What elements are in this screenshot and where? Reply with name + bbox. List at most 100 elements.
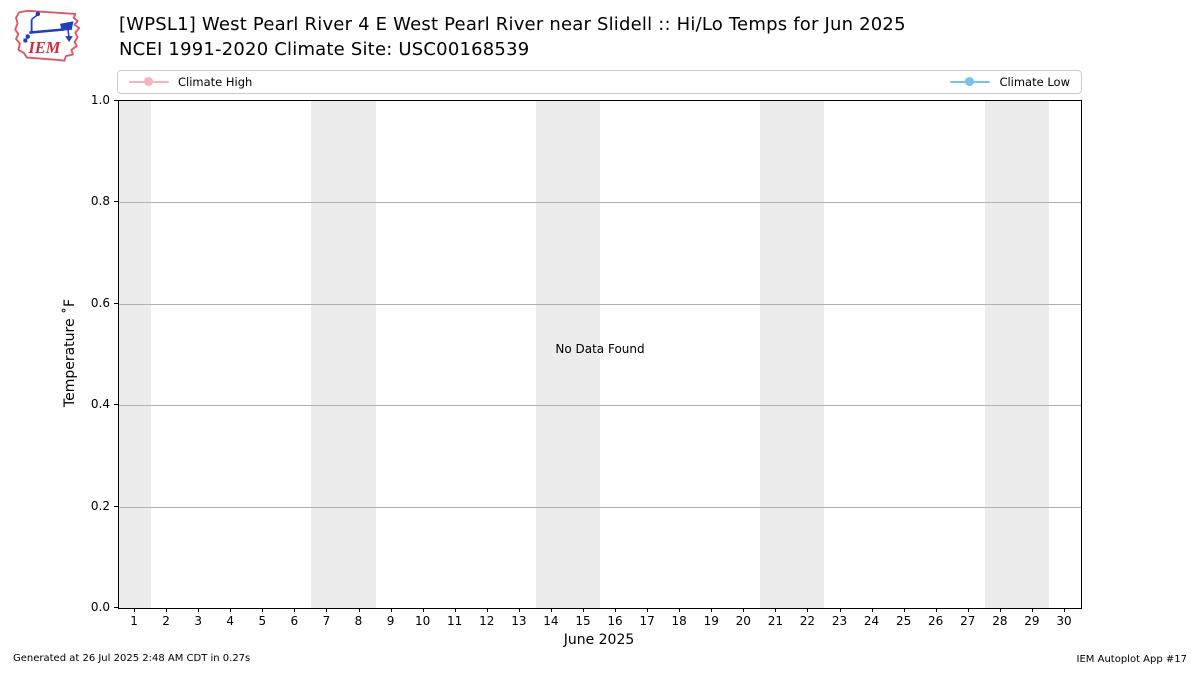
x-tick-label: 28 [992,614,1008,628]
x-tick-label: 24 [863,614,880,628]
x-tickmark [1031,608,1033,612]
x-tickmark [390,608,392,612]
weather-vane-icon [23,11,74,43]
y-tickmark [114,302,118,304]
x-tickmark [134,608,136,612]
footer-app-id: IEM Autoplot App #17 [1076,654,1187,665]
x-tick-label: 25 [895,614,912,628]
y-gridline [119,202,1081,204]
weekend-shading-band [760,101,825,608]
x-tickmark [230,608,232,612]
footer-generated-at: Generated at 26 Jul 2025 2:48 AM CDT in … [13,653,251,664]
x-tickmark [326,608,328,612]
y-gridline [119,303,1081,305]
y-tick-label: 0.4 [90,397,110,412]
x-tick-label: 21 [767,614,783,628]
x-tickmark [999,608,1001,612]
climate-low-line-marker-icon [950,77,991,87]
x-tick-label: 3 [194,614,202,628]
x-tick-label: 19 [703,614,719,628]
y-tickmark [114,505,118,507]
x-tick-label: 16 [607,614,623,628]
x-tickmark [518,608,520,612]
x-tickmark [679,608,681,612]
x-tickmark [839,608,841,612]
x-tick-label: 27 [960,614,976,628]
x-tick-label: 1 [130,614,138,628]
y-tick-label: 0.8 [90,194,110,209]
x-tick-label: 11 [447,614,463,628]
plot-area: No Data Found [118,100,1082,609]
x-tick-label: 23 [831,614,848,628]
legend-item-climate-low: Climate Low [950,75,1070,89]
x-axis-label: June 2025 [563,632,635,648]
no-data-message: No Data Found [555,342,645,356]
iem-logo-text: IEM [28,38,61,57]
x-tickmark [198,608,200,612]
x-tick-label: 6 [290,614,299,628]
x-tickmark [935,608,937,612]
weekend-shading-band [535,101,600,608]
x-tickmark [422,608,424,612]
y-gridline [119,405,1081,407]
x-tickmark [743,608,745,612]
weekend-shading-band [311,101,376,608]
x-tickmark [1063,608,1065,612]
chart-subtitle: NCEI 1991-2020 Climate Site: USC00168539 [119,39,530,60]
y-gridline [119,506,1081,508]
x-tickmark [615,608,617,612]
y-tickmark [114,607,118,608]
x-tickmark [711,608,713,612]
x-tick-label: 4 [226,614,235,628]
x-tickmark [775,608,777,612]
x-tickmark [294,608,296,612]
x-tick-label: 17 [639,614,655,628]
y-tick-label: 0.0 [90,600,110,614]
legend-item-climate-high: Climate High [129,75,252,89]
y-tickmark [114,404,118,406]
y-tick-label: 0.2 [90,498,110,513]
x-tickmark [807,608,809,612]
y-tick-label: 0.6 [90,295,110,310]
x-tick-label: 15 [575,614,591,628]
legend-label-climate-high: Climate High [178,75,253,89]
x-tick-label: 20 [735,614,751,628]
x-tick-label: 14 [543,614,559,628]
x-tickmark [582,608,584,612]
y-axis-label: Temperature ˚F [62,298,78,408]
weekend-shading-band [984,101,1049,608]
iem-logo: IEM [14,9,81,62]
x-tickmark [262,608,264,612]
x-tickmark [358,608,360,612]
x-tick-label: 9 [386,614,395,628]
x-tick-label: 13 [511,614,527,628]
x-tick-label: 26 [928,614,944,628]
x-tickmark [486,608,488,612]
x-tick-label: 5 [258,614,267,628]
y-tickmark [114,100,118,101]
x-tick-label: 8 [354,614,363,628]
weekend-shading-band [119,101,152,608]
x-tickmark [967,608,969,612]
legend: Climate High Climate Low [117,70,1082,94]
x-tick-label: 10 [414,614,431,628]
x-tickmark [550,608,552,612]
legend-label-climate-low: Climate Low [999,75,1070,89]
x-tick-label: 12 [479,614,495,628]
x-tick-label: 30 [1056,614,1072,628]
y-tick-label: 1.0 [90,93,110,107]
x-tick-label: 18 [671,614,687,628]
climate-high-line-marker-icon [129,77,169,87]
x-tick-label: 29 [1024,614,1040,628]
x-tickmark [454,608,456,612]
x-tick-label: 22 [799,614,816,628]
x-tickmark [903,608,905,612]
x-tick-label: 7 [322,614,331,628]
chart-title: [WPSL1] West Pearl River 4 E West Pearl … [119,14,906,35]
y-tickmark [114,201,118,203]
x-tickmark [871,608,873,612]
x-tickmark [647,608,649,612]
x-tickmark [166,608,168,612]
x-tick-label: 2 [162,614,170,628]
